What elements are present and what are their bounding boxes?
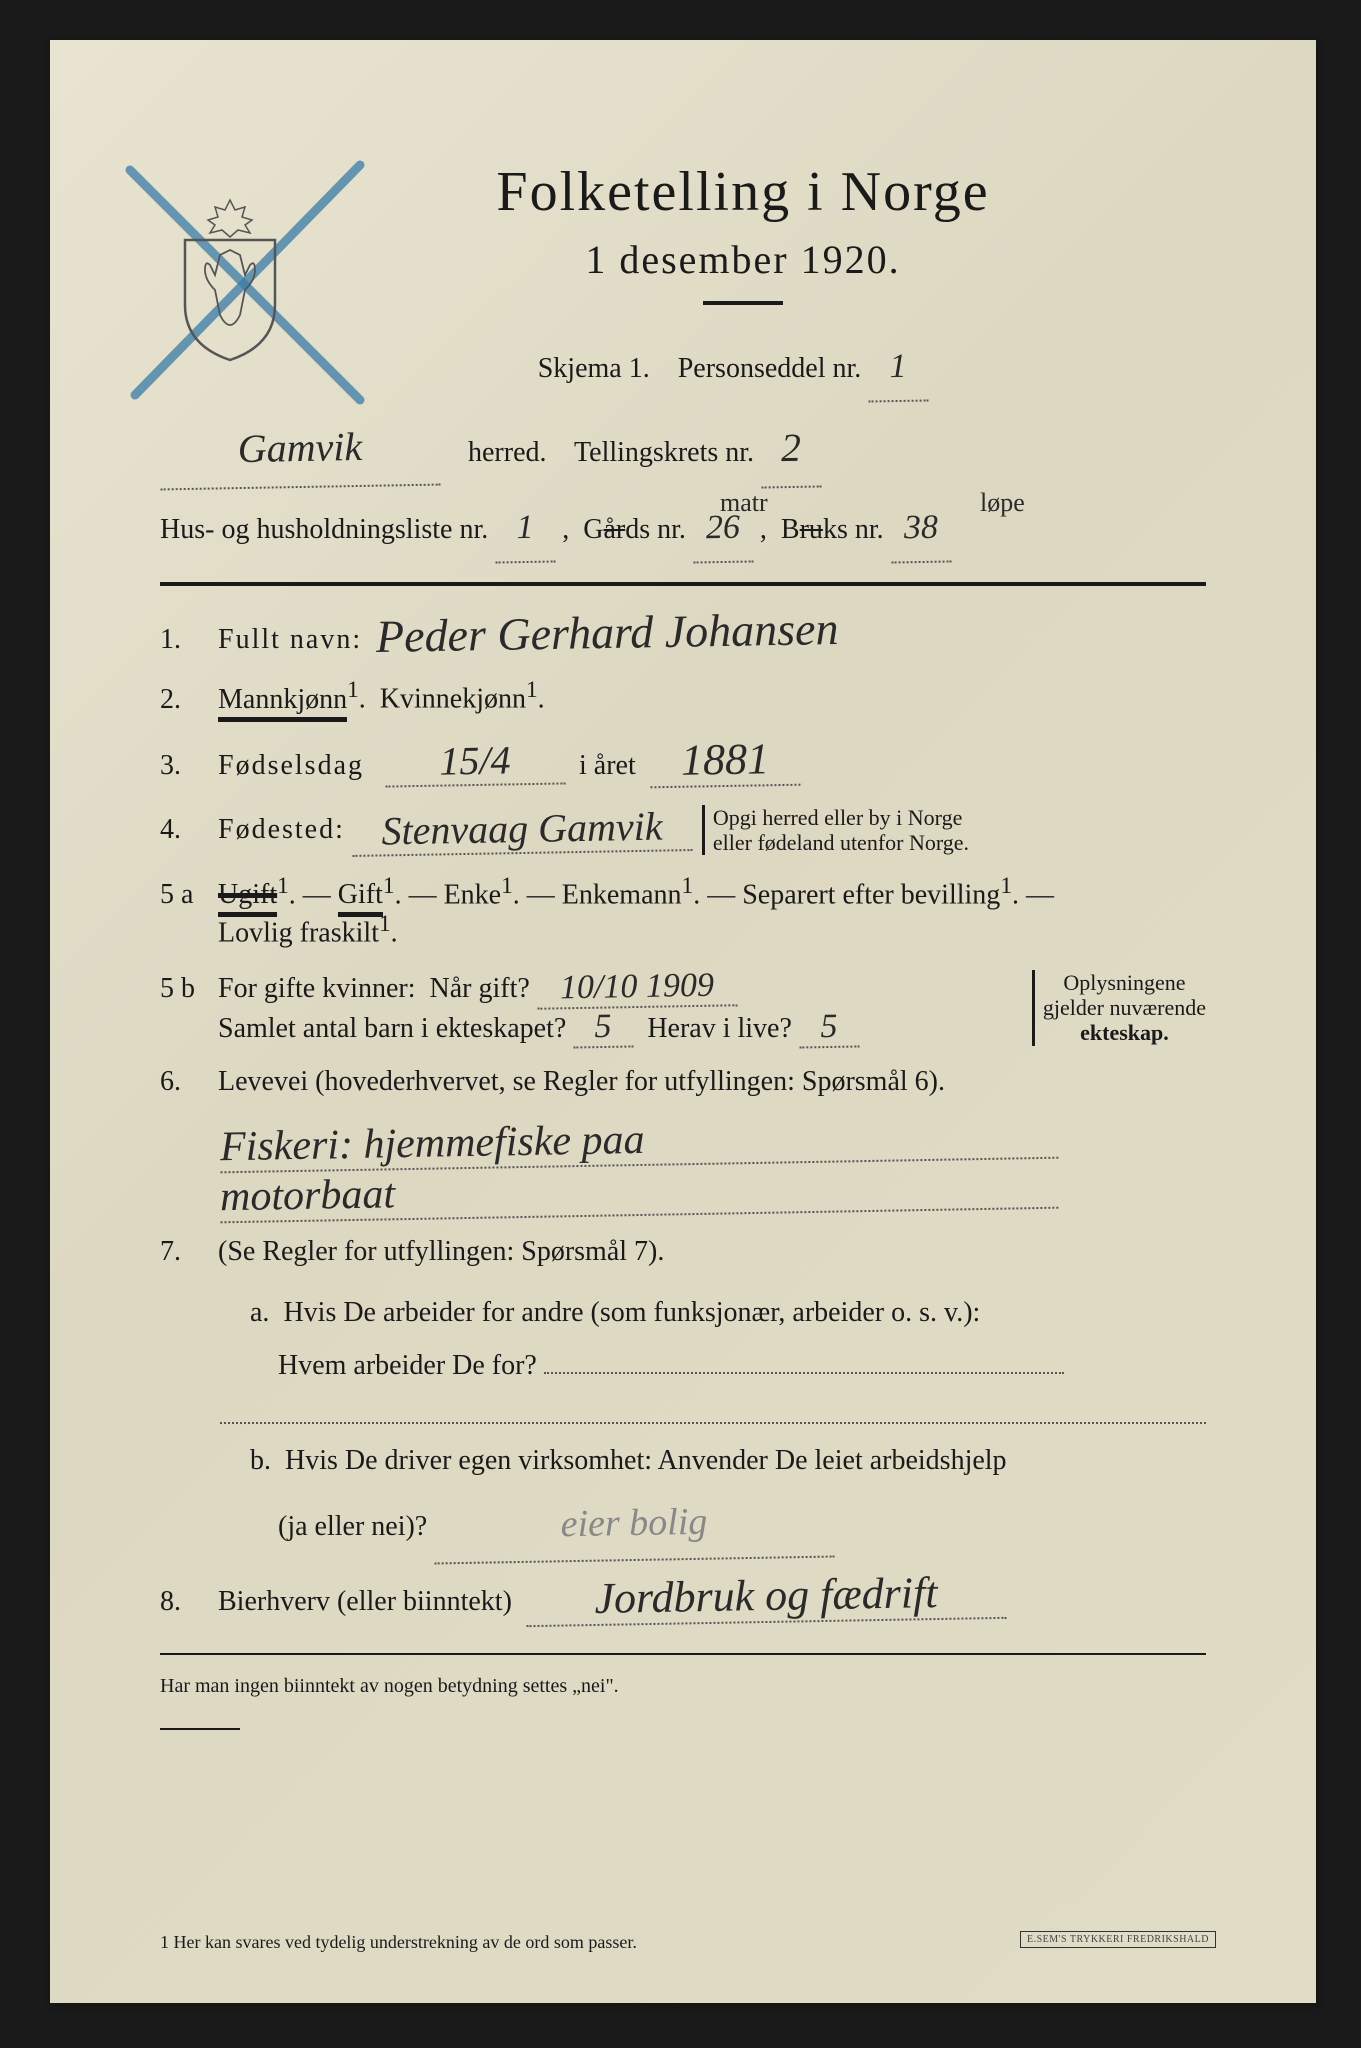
husliste-label: Hus- og husholdningsliste nr. (160, 514, 488, 545)
bruks-label: Bruks nr. (781, 514, 884, 545)
title-divider (703, 301, 783, 305)
bruks-nr: 38 (890, 495, 951, 563)
q8-row: 8. Bierhverv (eller biinntekt) Jordbruk … (160, 1570, 1206, 1623)
q5a-ugift: Ugift (218, 879, 277, 917)
tellingskrets-nr: 2 (760, 409, 821, 488)
q7b-value: eier bolig (434, 1484, 835, 1565)
footnote-bottom: 1 Her kan svares ved tydelig understrekn… (160, 1932, 637, 1953)
q2-num: 2. (160, 684, 204, 716)
q7a-fill (544, 1340, 1064, 1374)
q8-num: 8. (160, 1586, 204, 1618)
q7a-text2: Hvem arbeider De for? (278, 1350, 537, 1381)
q2-kvinne: Kvinnekjønn (380, 684, 526, 715)
q1-label: Fullt navn: (218, 624, 362, 655)
q5b-gift-value: 10/10 1909 (536, 966, 737, 1009)
husliste-line: Hus- og husholdningsliste nr. 1 , matr G… (160, 496, 1206, 563)
q4-num: 4. (160, 814, 204, 846)
q3-num: 3. (160, 750, 204, 782)
document-date: 1 desember 1920. (280, 236, 1206, 283)
q7a-text1: Hvis De arbeider for andre (som funksjon… (283, 1297, 980, 1328)
q2-row: 2. Mannkjønn1. Kvinnekjønn1. (160, 677, 1206, 715)
q7-row: 7. (Se Regler for utfyllingen: Spørsmål … (160, 1236, 1206, 1268)
q5a-fraskilt: Lovlig fraskilt (218, 918, 379, 949)
scan-frame: Folketelling i Norge 1 desember 1920. Sk… (0, 0, 1361, 2048)
footer-rule (160, 1653, 1206, 1655)
q5a-separert: Separert efter bevilling (742, 879, 1000, 910)
footnote-mid: Har man ingen biinntekt av nogen betydni… (160, 1675, 1206, 1698)
q5b-nargift: Når gift? (430, 973, 530, 1004)
q7b-block: b. Hvis De driver egen virksomhet: Anven… (250, 1434, 1206, 1561)
q5a-num: 5 a (160, 879, 204, 911)
q1-num: 1. (160, 624, 204, 656)
q7a-block: a. Hvis De arbeider for andre (som funks… (250, 1286, 1206, 1392)
q3-label: Fødselsdag (218, 750, 364, 781)
q5b-label: For gifte kvinner: (218, 973, 416, 1004)
q8-value: Jordbruk og fædrift (525, 1565, 1006, 1626)
q3-year: 1881 (649, 732, 800, 788)
q6-num: 6. (160, 1066, 204, 1098)
q5a-enke: Enke (444, 879, 502, 910)
q4-row: 4. Fødested: Stenvaag Gamvik Opgi herred… (160, 805, 1206, 856)
q4-value: Stenvaag Gamvik (351, 802, 692, 857)
skjema-label: Skjema 1. (538, 353, 650, 384)
q7-label: (Se Regler for utfyllingen: Spørsmål 7). (218, 1236, 664, 1267)
q1-value: Peder Gerhard Johansen (376, 602, 839, 663)
q2-mann: Mannkjønn (218, 684, 347, 722)
header-rule (160, 582, 1206, 586)
skjema-line: Skjema 1. Personseddel nr. 1 (260, 335, 1206, 402)
husliste-nr: 1 (495, 495, 556, 563)
tellingskrets-label: Tellingskrets nr. (574, 437, 754, 468)
q3-row: 3. Fødselsdag 15/4 i året 1881 (160, 734, 1206, 787)
q5a-gift: Gift (338, 879, 383, 917)
q7-num: 7. (160, 1236, 204, 1268)
q5b-herav-value: 5 (799, 1007, 860, 1048)
q7b-text1: Hvis De driver egen virksomhet: Anvender… (285, 1445, 1007, 1476)
q3-day: 15/4 (385, 735, 566, 787)
q7a-extra-line (220, 1422, 1206, 1424)
q5b-herav-label: Herav i live? (647, 1013, 792, 1044)
gards-nr: 26 (692, 495, 753, 563)
q7a-label: a. (250, 1297, 269, 1328)
herred-line: Gamvik herred. Tellingskrets nr. 2 (160, 410, 1206, 488)
q5a-row: 5 a Ugift1. — Gift1. — Enke1. — Enkemann… (160, 873, 1206, 950)
q6-value-block: Fiskeri: hjemmefiske paa motorbaat (220, 1116, 1206, 1216)
q5b-row: 5 b For gifte kvinner: Når gift? 10/10 1… (160, 968, 1206, 1048)
herred-value: Gamvik (159, 407, 440, 490)
q7b-text2: (ja eller nei)? (278, 1511, 427, 1542)
document-title: Folketelling i Norge (280, 160, 1206, 224)
personseddel-nr: 1 (868, 334, 929, 402)
printer-mark: E.SEM'S TRYKKERI FREDRIKSHALD (1020, 1931, 1216, 1948)
q5b-barn-label: Samlet antal barn i ekteskapet? (218, 1013, 566, 1044)
q1-row: 1. Fullt navn: Peder Gerhard Johansen (160, 606, 1206, 659)
footnote-divider (160, 1728, 240, 1730)
q6-label: Levevei (hovederhvervet, se Regler for u… (218, 1066, 945, 1097)
census-form-page: Folketelling i Norge 1 desember 1920. Sk… (50, 40, 1316, 2003)
q6-row: 6. Levevei (hovederhvervet, se Regler fo… (160, 1066, 1206, 1098)
herred-label: herred. (468, 437, 547, 468)
q5a-enkemann: Enkemann (562, 879, 682, 910)
q4-label: Fødested: (218, 814, 345, 846)
q4-note: Opgi herred eller by i Norge eller fødel… (702, 805, 969, 856)
q5b-barn-value: 5 (573, 1007, 634, 1048)
q5b-note: Oplysningene gjelder nuværende ekteskap. (1032, 970, 1206, 1046)
q5b-num: 5 b (160, 973, 204, 1005)
q3-year-label: i året (579, 750, 636, 781)
personseddel-label: Personseddel nr. (678, 353, 862, 384)
q8-label: Bierhverv (eller biinntekt) (218, 1586, 512, 1617)
gards-label: Gårds nr. (583, 514, 686, 545)
q7b-label: b. (250, 1445, 271, 1476)
bruks-correction: løpe (980, 478, 1025, 527)
